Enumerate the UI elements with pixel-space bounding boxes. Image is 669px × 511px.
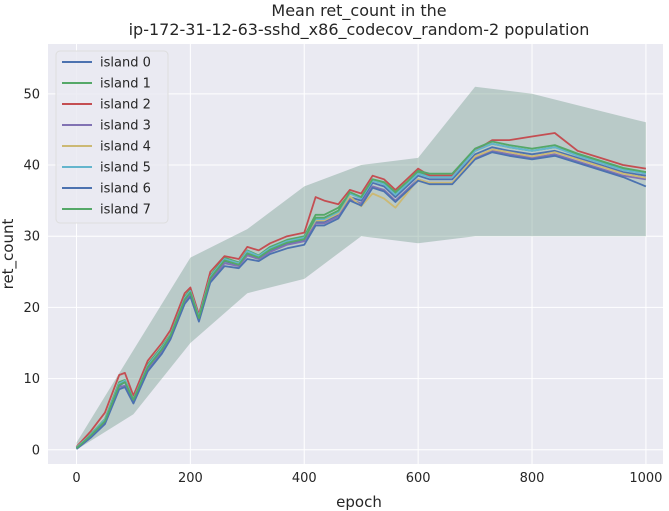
series-line-2 — [75, 132, 647, 448]
y-tick-labels: 0 10 20 30 40 50 — [23, 87, 40, 458]
legend-label-1: island 1 — [100, 77, 151, 92]
series-line-6 — [75, 151, 647, 450]
legend-label-0: island 0 — [100, 56, 151, 71]
legend-label-6: island 6 — [100, 182, 151, 197]
x-tick-label-1: 200 — [178, 471, 203, 486]
legend-box — [55, 50, 169, 224]
legend: island 0 island 1 island 2 island 3 island 4… — [55, 50, 169, 224]
grid — [48, 44, 663, 464]
legend-label-7: island 7 — [100, 203, 151, 218]
x-tick-label-0: 0 — [72, 471, 80, 486]
y-tick-label-2: 20 — [23, 301, 40, 316]
series-line-3 — [75, 149, 647, 450]
legend-label-4: island 4 — [100, 140, 151, 155]
y-tick-label-1: 10 — [23, 372, 40, 387]
x-tick-label-2: 400 — [292, 471, 317, 486]
x-tick-labels: 0 200 400 600 800 1000 — [72, 471, 662, 486]
series-lines — [75, 132, 647, 450]
band-area — [76, 86, 646, 450]
x-tick-label-3: 600 — [406, 471, 431, 486]
x-tick-label-5: 1000 — [629, 471, 662, 486]
series-line-7 — [75, 140, 647, 449]
legend-label-3: island 3 — [100, 119, 151, 134]
legend-label-2: island 2 — [100, 98, 151, 113]
confidence-band — [76, 86, 646, 450]
y-tick-label-3: 30 — [23, 230, 40, 245]
chart-title-line-1: Mean ret_count in the — [271, 1, 446, 21]
x-axis-label: epoch — [336, 493, 382, 511]
legend-label-5: island 5 — [100, 161, 151, 176]
y-tick-label-4: 40 — [23, 159, 40, 174]
y-tick-label-5: 50 — [23, 87, 40, 102]
y-tick-label-0: 0 — [32, 443, 40, 458]
x-tick-label-4: 800 — [520, 471, 545, 486]
chart-title-line-2: ip-172-31-12-63-sshd_x86_codecov_random-… — [129, 20, 590, 40]
y-axis-label: ret_count — [0, 219, 18, 290]
